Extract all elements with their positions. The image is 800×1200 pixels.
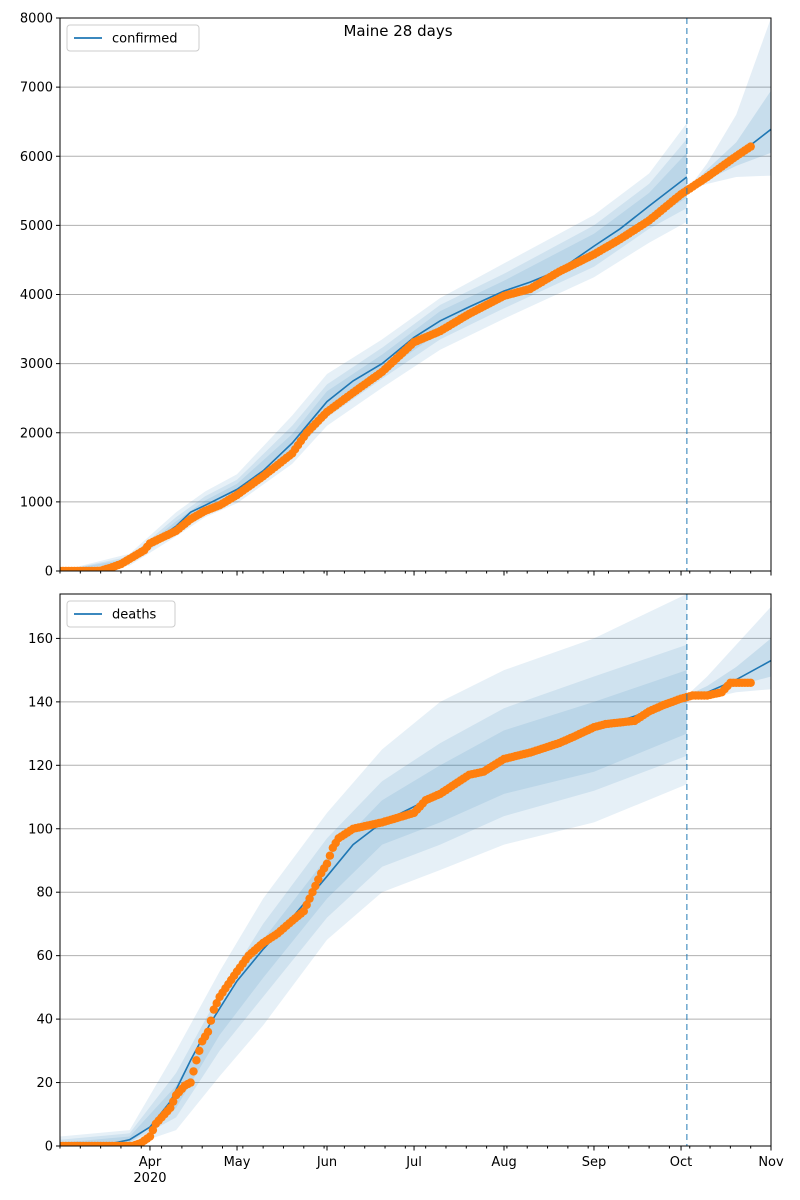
confidence-band-inner — [60, 152, 687, 571]
y-tick-label: 80 — [36, 886, 53, 901]
confidence-band-middle — [60, 644, 687, 1146]
y-tick-label: 100 — [28, 822, 53, 837]
observed-point — [209, 1005, 218, 1014]
observed-point — [325, 851, 335, 860]
y-tick-label: 60 — [36, 949, 53, 964]
x-tick-label: Jul — [405, 1155, 422, 1170]
y-tick-label: 1000 — [20, 495, 53, 510]
legend-label: confirmed — [112, 32, 178, 47]
observed-point — [322, 859, 332, 868]
observed-point — [169, 1097, 178, 1106]
observed-point — [189, 1067, 198, 1076]
confidence-band-outer — [60, 123, 687, 571]
confidence-band-forecast-inner — [686, 90, 771, 191]
legend: deaths — [66, 600, 176, 628]
legend-box — [66, 600, 176, 628]
y-tick-label: 2000 — [20, 426, 53, 441]
legend: confirmed — [66, 24, 200, 52]
observed-point — [746, 142, 755, 151]
x-tick-sublabel: 2020 — [133, 1171, 166, 1186]
legend-label: deaths — [112, 608, 157, 623]
axes-frame — [59, 593, 772, 1147]
confirmed-panel: 0 1000 2000 3000 4000 5000 6000 7000 8000 confirm… — [20, 12, 772, 580]
observed-point — [145, 1132, 155, 1141]
y-tick-label: 5000 — [20, 219, 53, 234]
y-tick-label: 160 — [28, 632, 53, 647]
legend-box — [66, 24, 200, 52]
confidence-band-inner — [60, 670, 687, 1146]
y-tick-label: 120 — [28, 759, 53, 774]
observed-point — [299, 907, 308, 916]
observed-point — [314, 875, 323, 884]
observed-point — [305, 894, 314, 903]
observed-point — [746, 678, 755, 687]
observed-point — [186, 1078, 195, 1087]
observed-point — [206, 1016, 216, 1025]
x-tick-label: Nov — [758, 1155, 784, 1170]
observed-point — [148, 1125, 158, 1135]
y-tick-label: 7000 — [20, 81, 53, 96]
observed-point — [166, 1103, 175, 1113]
x-tick-label: Oct — [670, 1155, 692, 1170]
confidence-band-middle — [60, 139, 687, 571]
observed-point — [203, 1027, 213, 1037]
y-tick-label: 3000 — [20, 357, 53, 372]
confidence-band-forecast-outer — [686, 606, 771, 699]
y-tick-label: 20 — [36, 1076, 53, 1091]
y-tick-label: 40 — [36, 1013, 53, 1028]
plot-area — [60, 18, 771, 571]
figure-title: Maine 28 days — [343, 22, 452, 40]
y-tick-label: 140 — [28, 695, 53, 710]
y-tick-label: 0 — [45, 1140, 53, 1155]
plot-area — [60, 594, 771, 1146]
observed-point — [192, 1056, 201, 1065]
y-tick-label: 8000 — [20, 12, 53, 27]
observed-point — [311, 881, 320, 891]
y-tick-label: 0 — [45, 565, 53, 580]
observed-point — [302, 900, 311, 910]
x-tick-label: Apr — [139, 1155, 162, 1170]
observed-point — [195, 1046, 204, 1056]
x-tick-label: May — [224, 1155, 251, 1170]
observed-point — [308, 888, 317, 897]
y-tick-label: 4000 — [20, 288, 53, 303]
observed-point — [212, 999, 221, 1008]
x-tick-label: Sep — [582, 1155, 607, 1170]
x-tick-label: Jun — [316, 1155, 337, 1170]
y-tick-label: 6000 — [20, 150, 53, 165]
x-tick-label: Aug — [491, 1155, 516, 1170]
